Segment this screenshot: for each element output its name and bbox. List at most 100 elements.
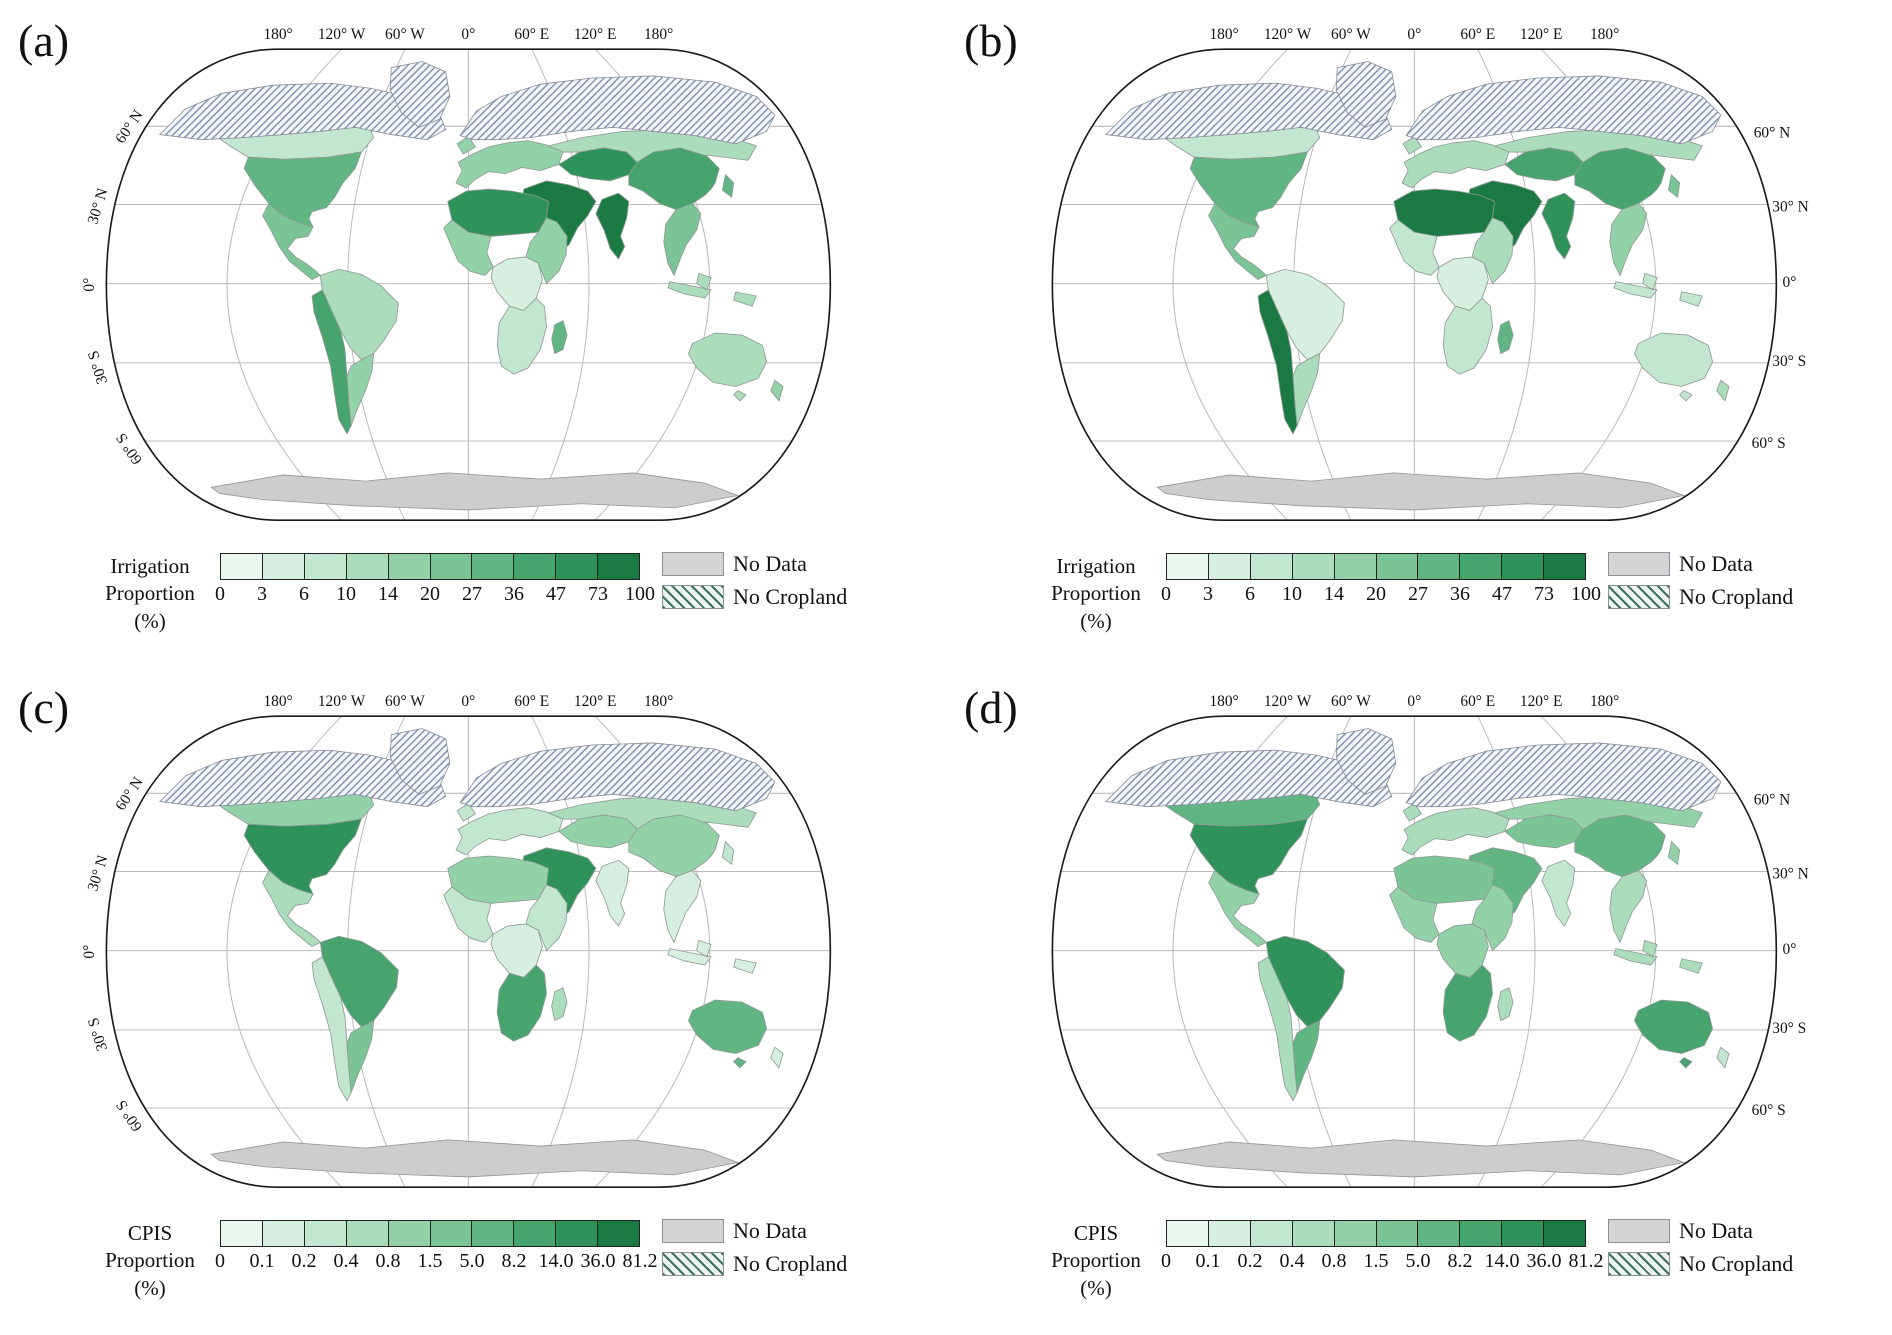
no-cropland-area xyxy=(458,742,775,812)
lat-label: 30° S xyxy=(84,1016,110,1053)
colorbar-cell xyxy=(1208,554,1251,580)
colorbar-tick-label: 6 xyxy=(1245,583,1255,606)
legend-title: CPIS Proportion (%) xyxy=(1042,1220,1150,1302)
legend-a: Irrigation Proportion (%) 0 3 6 10 14 20 27 36 4… xyxy=(96,551,946,635)
region-usa xyxy=(1189,151,1308,228)
region-usa xyxy=(1189,818,1308,895)
lon-label: 120° E xyxy=(1519,26,1562,43)
legend-title: Irrigation Proportion (%) xyxy=(1042,553,1150,635)
region-e_africa xyxy=(1470,884,1514,952)
colorbar-wrap: 0 0.1 0.2 0.4 0.8 1.5 5.0 8.2 14.0 36.0 81.2 xyxy=(1161,1220,1604,1273)
colorbar-tick-label: 47 xyxy=(1492,583,1512,606)
colorbar-tick-label: 100 xyxy=(1571,583,1601,606)
region-japan xyxy=(1667,173,1680,199)
colorbar-cell xyxy=(304,1221,347,1247)
colorbar-cell xyxy=(262,1221,305,1247)
colorbar-tick-label: 3 xyxy=(1203,583,1213,606)
legend-title-line: (%) xyxy=(134,608,166,633)
lon-label: 60° W xyxy=(1331,693,1371,710)
legend-title-line: CPIS xyxy=(1073,1221,1119,1246)
legend-title-line: Proportion xyxy=(105,581,195,606)
region-e_africa xyxy=(524,884,568,952)
colorbar-tick-label: 0.4 xyxy=(333,1250,359,1273)
legend-c: CPIS Proportion (%) 0 0.1 0.2 0.4 0.8 1.5 5.0 8… xyxy=(96,1218,946,1302)
no-cropland-area xyxy=(1404,742,1721,812)
colorbar-tick-label: 36 xyxy=(1450,583,1470,606)
lon-label: 180° xyxy=(1589,693,1618,710)
colorbar-cell xyxy=(388,554,431,580)
colorbar-tick-label: 3 xyxy=(257,583,267,606)
region-australia xyxy=(1633,999,1713,1069)
lat-label: 60° N xyxy=(1753,792,1790,809)
region-usa xyxy=(243,818,362,895)
no-cropland-area xyxy=(1335,728,1396,795)
no-data-label: No Data xyxy=(1679,1218,1753,1244)
region-indonesia xyxy=(666,939,757,974)
lat-label: 30° S xyxy=(1772,1020,1806,1037)
panel-label: (a) xyxy=(18,15,70,66)
colorbar-cell xyxy=(1376,1221,1419,1247)
colorbar-ticks-d: 0 0.1 0.2 0.4 0.8 1.5 5.0 8.2 14.0 36.0 81.2 xyxy=(1161,1247,1604,1273)
panel-d: (d) 180° 120° W 60° W 0° 60° E 120° E 180° 60° … xyxy=(946,667,1892,1335)
legend-b: Irrigation Proportion (%) 0 3 6 10 14 20 27 36 4… xyxy=(1042,551,1892,635)
colorbar-cell xyxy=(1208,1221,1251,1247)
no-cropland-label: No Cropland xyxy=(1679,1251,1794,1277)
legend-title-line: CPIS xyxy=(127,1221,173,1246)
region-japan xyxy=(721,840,734,866)
panel-c: (c) 180° 120° W 60° W 0° 60° E 120° E 180° 60° … xyxy=(0,667,946,1335)
region-antarctica-no-data xyxy=(209,1139,739,1178)
region-se_asia xyxy=(1608,869,1647,944)
no-cropland-swatch xyxy=(1608,585,1670,610)
lat-label: 30° S xyxy=(84,349,110,386)
region-sa_west xyxy=(311,956,352,1102)
colorbar-tick-label: 8.2 xyxy=(501,1250,527,1273)
colorbar-tick-label: 73 xyxy=(588,583,608,606)
region-e_africa xyxy=(524,217,568,285)
colorbar-cell xyxy=(346,554,389,580)
lat-label: 60° N xyxy=(1753,125,1790,142)
colorbar-cell xyxy=(1544,554,1586,580)
region-nz xyxy=(1715,1046,1730,1069)
lon-label: 60° E xyxy=(514,26,549,43)
region-s_asia xyxy=(1540,859,1575,927)
colorbar-tick-label: 100 xyxy=(625,583,655,606)
colorbar-cell xyxy=(556,1221,599,1247)
colorbar-tick-label: 0.8 xyxy=(1321,1250,1347,1273)
colorbar-cell xyxy=(1292,1221,1335,1247)
no-cropland-area xyxy=(389,61,450,128)
lon-label: 60° E xyxy=(1460,693,1495,710)
colorbar-cell xyxy=(1250,554,1293,580)
colorbar-cell xyxy=(1418,1221,1461,1247)
region-usa xyxy=(243,151,362,228)
region-s_africa xyxy=(1442,297,1493,375)
lat-label: 0° xyxy=(81,945,98,959)
colorbar-tick-label: 14.0 xyxy=(538,1250,574,1273)
colorbar-tick-label: 1.5 xyxy=(417,1250,443,1273)
no-cropland-label: No Cropland xyxy=(733,1251,848,1277)
colorbar-cell xyxy=(1167,1221,1209,1247)
colorbar-tick-label: 0 xyxy=(1161,583,1171,606)
region-australia xyxy=(687,999,767,1069)
region-w_africa xyxy=(1388,219,1440,276)
map-outline xyxy=(105,715,831,1189)
region-madagascar xyxy=(550,320,568,355)
panel-label: (d) xyxy=(964,682,1018,733)
region-mexico xyxy=(261,202,321,281)
lat-label: 0° xyxy=(1782,274,1796,291)
region-antarctica-no-data xyxy=(1155,472,1685,511)
colorbar-cell xyxy=(1376,554,1419,580)
lon-label: 120° W xyxy=(1263,693,1311,710)
map-outline xyxy=(1051,48,1777,522)
no-cropland-swatch xyxy=(662,585,724,610)
panel-label: (c) xyxy=(18,682,70,733)
lat-label: 30° S xyxy=(1772,353,1806,370)
legend-title-line: (%) xyxy=(1080,1275,1112,1300)
no-cropland-area xyxy=(1104,749,1392,808)
region-sa_west xyxy=(1257,956,1298,1102)
region-mexico xyxy=(1207,869,1267,948)
no-cropland-area xyxy=(1104,82,1392,141)
no-cropland-area xyxy=(158,749,446,808)
extra-legend: No Data No Cropland xyxy=(662,551,847,610)
legend-title-line: Proportion xyxy=(105,1248,195,1273)
colorbar-cell xyxy=(598,1221,640,1247)
